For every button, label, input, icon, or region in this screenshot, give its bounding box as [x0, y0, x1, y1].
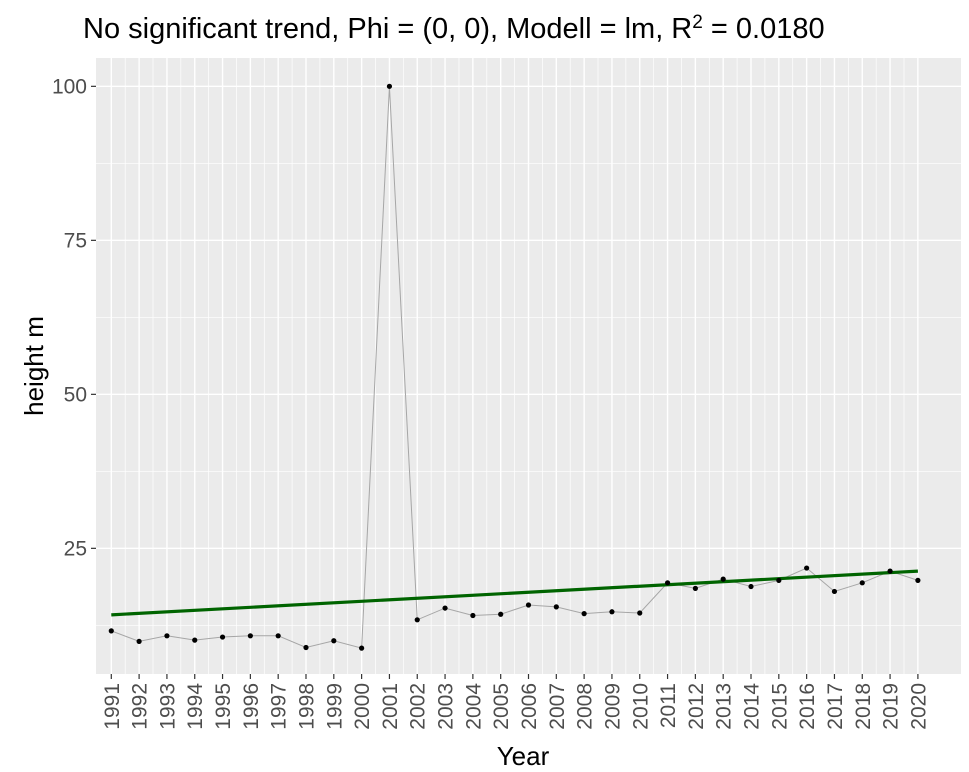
x-tick-label: 2009: [601, 683, 624, 730]
data-point: [692, 585, 698, 591]
data-point: [720, 576, 726, 582]
data-point: [414, 617, 420, 623]
data-point: [553, 604, 559, 610]
y-axis: 25 50 75 100: [52, 75, 96, 560]
data-point: [748, 583, 754, 590]
chart-title-superscript: 2: [692, 12, 703, 33]
x-tick-label: 1996: [240, 683, 263, 730]
data-point: [831, 588, 838, 595]
x-tick-label: 1995: [212, 683, 235, 730]
data-point: [386, 83, 393, 89]
data-point: [247, 633, 253, 639]
x-tick-label: 1997: [268, 683, 291, 730]
y-tick-label: 75: [64, 229, 87, 252]
data-point: [776, 577, 782, 583]
y-axis-title: height m: [19, 316, 49, 416]
data-point: [581, 611, 587, 617]
x-tick-label: 1994: [184, 683, 207, 730]
x-tick-label: 2017: [824, 683, 847, 730]
data-point: [637, 610, 643, 616]
x-tick-label: 2014: [741, 683, 764, 730]
chart-title-main: No significant trend, Phi = (0, 0), Mode…: [83, 13, 692, 45]
x-tick-label: 1991: [101, 683, 124, 730]
x-tick-label: 2010: [629, 683, 652, 730]
data-point: [915, 577, 921, 583]
x-tick-label: 2003: [435, 683, 458, 730]
data-point: [887, 568, 893, 574]
minor-grid: [96, 58, 961, 674]
data-point: [331, 638, 337, 644]
data-point: [859, 580, 865, 586]
data-point: [442, 605, 448, 611]
x-tick-label: 1993: [156, 683, 179, 730]
x-tick-label: 2015: [768, 683, 791, 730]
points-group: [108, 83, 921, 651]
x-tick-label: 2004: [462, 683, 485, 730]
x-tick-label: 2000: [351, 683, 374, 730]
chart-title-end: = 0.0180: [703, 13, 825, 45]
x-tick-label: 2013: [713, 683, 736, 730]
x-tick-label: 1998: [295, 683, 318, 730]
y-tick-label: 25: [64, 537, 87, 560]
data-point: [219, 634, 226, 640]
x-tick-label: 2001: [379, 683, 402, 730]
x-tick-label: 2006: [518, 683, 541, 730]
data-point: [498, 611, 504, 617]
x-tick-label: 2016: [796, 683, 819, 730]
x-tick-label: 2002: [407, 683, 430, 730]
x-tick-label: 1992: [129, 683, 152, 730]
x-tick-label: 1999: [323, 683, 346, 730]
data-point: [359, 645, 365, 651]
x-tick-label: 2019: [880, 683, 903, 730]
data-point: [525, 602, 532, 608]
data-point: [470, 612, 476, 619]
x-tick-label: 2020: [907, 683, 930, 730]
y-tick-label: 50: [64, 383, 87, 406]
x-axis-title: Year: [497, 741, 550, 771]
major-grid: [96, 58, 961, 674]
x-tick-label: 2008: [574, 683, 597, 730]
data-point: [164, 633, 170, 639]
chart-title: No significant trend, Phi = (0, 0), Mode…: [83, 12, 825, 46]
x-axis: 1991 1992 1993 1994 1995 1996 1997 1998 1999 2000…: [101, 674, 930, 730]
trend-line-group: [111, 569, 918, 617]
x-tick-label: 2012: [685, 683, 708, 730]
data-point: [275, 633, 281, 639]
data-point: [136, 638, 142, 644]
x-tick-label: 2011: [657, 683, 680, 728]
data-point: [192, 637, 198, 643]
trend-line: [111, 569, 918, 617]
data-point: [303, 644, 309, 651]
data-point: [804, 565, 810, 571]
data-point: [609, 609, 615, 615]
y-tick-label: 100: [52, 75, 87, 98]
data-point: [664, 580, 671, 586]
x-tick-label: 2007: [546, 683, 569, 730]
data-point: [108, 628, 114, 634]
x-tick-label: 2005: [490, 683, 513, 730]
x-tick-label: 2018: [852, 683, 875, 730]
